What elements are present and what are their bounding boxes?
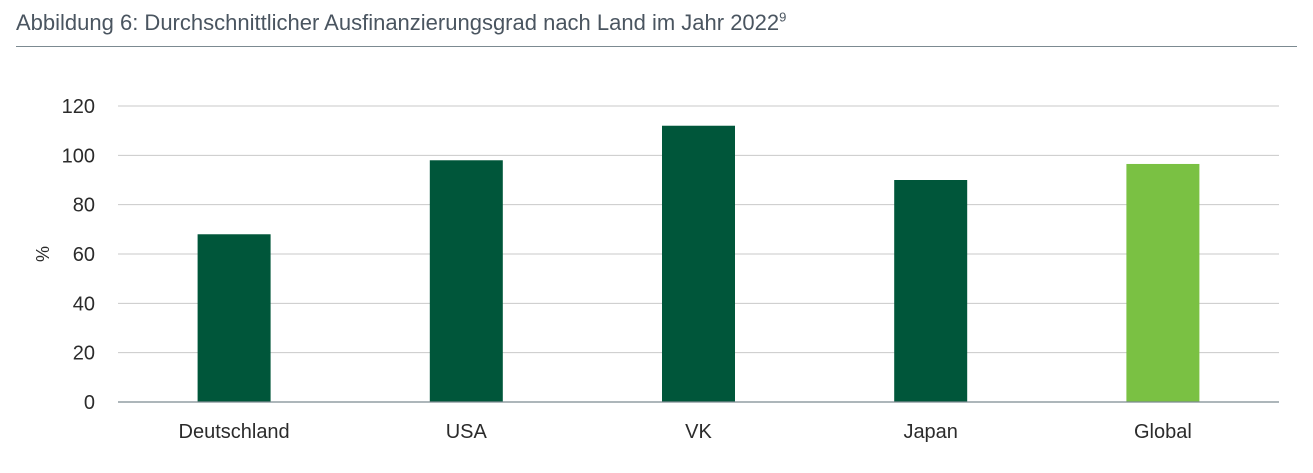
title-footnote-marker: 9 xyxy=(779,9,787,25)
y-axis-ticks: 0 20 40 60 80 100 120 xyxy=(62,96,95,414)
x-axis-categories: Deutschland USA VK Japan Global xyxy=(179,421,1192,443)
chart-title-text: Abbildung 6: Durchschnittlicher Ausfinan… xyxy=(16,10,780,35)
y-tick-label: 20 xyxy=(73,343,95,365)
bar-deutschland xyxy=(197,234,271,402)
y-tick-label: 0 xyxy=(84,392,95,414)
y-axis-label: % xyxy=(32,246,52,262)
bar-usa xyxy=(429,160,503,402)
bar-vk xyxy=(662,125,735,402)
y-tick-label: 80 xyxy=(73,195,95,217)
x-category-label: Japan xyxy=(903,421,958,443)
y-tick-label: 60 xyxy=(73,244,95,266)
bar-japan xyxy=(894,180,968,402)
x-category-label: Global xyxy=(1134,421,1192,443)
title-divider xyxy=(16,46,1297,47)
x-category-label: USA xyxy=(446,421,488,443)
chart-title: Abbildung 6: Durchschnittlicher Ausfinan… xyxy=(16,10,786,36)
y-tick-label: 120 xyxy=(62,96,95,118)
bar-global xyxy=(1126,163,1200,402)
bars xyxy=(197,125,1200,402)
x-category-label: VK xyxy=(685,421,712,443)
y-tick-label: 40 xyxy=(73,293,95,315)
x-category-label: Deutschland xyxy=(179,421,290,443)
y-tick-label: 100 xyxy=(62,145,95,167)
